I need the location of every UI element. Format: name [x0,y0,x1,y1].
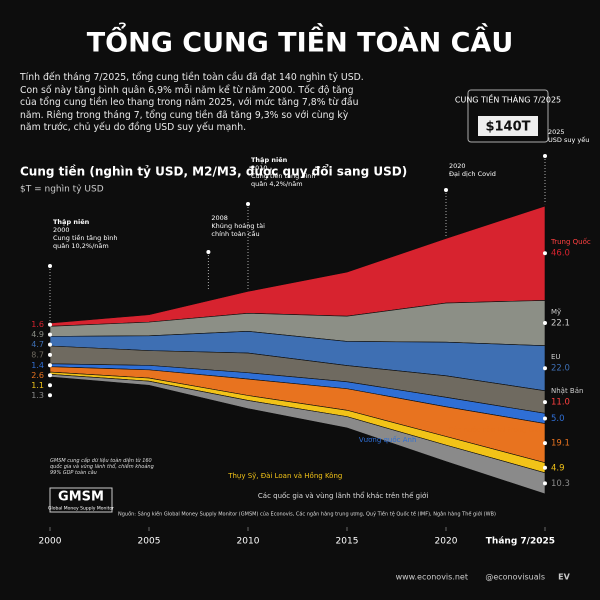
end-label: 46.0 [551,249,570,259]
logo-full: Global Money Supply Monitor [48,506,114,512]
start-dot [48,352,52,357]
end-label: 22.1 [551,319,570,329]
badge-fill [478,116,538,136]
start-dot [48,332,52,337]
footnote: GMSM cung cấp dữ liệu toàn diện từ 160 q… [50,458,154,476]
title: TỔNG CUNG TIỀN TOÀN CẦU [87,21,514,59]
footer-site: www.econovis.net [396,573,468,582]
series-name: Các nước còn lại trong G20 [448,426,543,434]
annotation-year: 2020 [449,162,466,170]
series-name: Thụy Sỹ, Đài Loan và Hồng Kông [227,472,342,480]
annotation-year: 2010 [251,164,268,172]
end-dot [543,321,547,326]
annotation-text: Đại dịch Covid [449,170,496,178]
start-dot [48,322,52,327]
annotation-year: 2000 [53,226,70,234]
x-tick-label: 2000 [39,537,62,547]
start-label: 1.1 [31,381,44,390]
start-dot [48,393,52,398]
annotation-text: quân 4,2%/năm [251,180,303,188]
annotation-dot [444,188,448,192]
footer-mark: EV [558,573,570,582]
badge-heading: CUNG TIỀN THÁNG 7/2025 [455,93,561,105]
annotation-dot [246,202,250,206]
annotation-text: chính toàn cầu [211,230,259,238]
series-name: Nhật Bản [551,387,583,395]
annotation-text: USD suy yếu [548,136,589,144]
end-label: 10.3 [551,479,570,489]
source: Nguồn: Sáng kiến Global Money Supply Mon… [118,510,496,518]
series-name: Vương quốc Anh [359,436,417,444]
end-dot [543,251,547,256]
start-label: 1.3 [31,391,44,400]
annotation-year: 2025 [548,128,565,136]
x-tick-label: 2005 [138,537,161,547]
annotation-dot [206,250,211,254]
annotation-year: 2008 [211,214,228,222]
series-name: Các quốc gia và vùng lãnh thổ khác trên … [258,491,428,500]
start-dot [48,383,52,388]
badge-value: $140T [485,120,530,135]
annotation-text: quân 10,2%/năm [53,242,109,250]
start-label: 4.9 [31,330,44,339]
start-label: 2.6 [31,371,44,380]
end-label: 4.9 [551,463,565,473]
annotation-heading: Thập niên [53,218,90,226]
end-label: 11.0 [551,398,570,408]
end-dot [543,400,547,405]
intro: Tính đến tháng 7/2025, tổng cung tiền to… [20,72,364,133]
unit-note: $T = nghìn tỷ USD [20,185,104,195]
end-dot [543,465,547,470]
annotation-dot [48,264,52,268]
series-name: EU [551,353,561,361]
annotation-text: Cung tiền tăng bình [251,172,316,180]
annotation-text: Cung tiền tăng bình [53,234,118,242]
end-dot [543,481,547,486]
stream-layer [49,373,546,495]
start-dot [48,373,52,378]
start-label: 1.4 [31,361,44,370]
footer-handle: @econovisuals [485,573,545,582]
badge-box [467,89,549,143]
annotation-heading: Thập niên [251,156,288,164]
end-label: 19.1 [551,439,570,449]
end-dot [543,416,547,421]
end-label: 22.0 [551,364,570,374]
start-label: 4.7 [31,340,44,349]
x-tick-label: Tháng 7/2025 [486,537,555,547]
x-tick-label: 2015 [336,537,359,547]
logo-box [49,487,113,513]
series-name: Mỹ [551,308,561,316]
x-tick-label: 2020 [435,537,458,547]
x-tick-label: 2010 [237,537,260,547]
logo-name: GMSM [58,490,104,505]
end-dot [543,441,547,446]
end-label: 5.0 [551,414,565,424]
start-dot [48,342,52,347]
start-label: 1.6 [31,320,44,329]
start-dot [48,363,52,368]
subtitle: Cung tiền (nghìn tỷ USD, M2/M3, được quy… [20,164,407,179]
end-dot [543,366,547,371]
start-label: 8.7 [31,350,44,359]
annotation-dot [543,154,547,158]
annotation-text: Khủng hoảng tài [211,222,265,230]
series-name: Trung Quốc [550,238,591,246]
